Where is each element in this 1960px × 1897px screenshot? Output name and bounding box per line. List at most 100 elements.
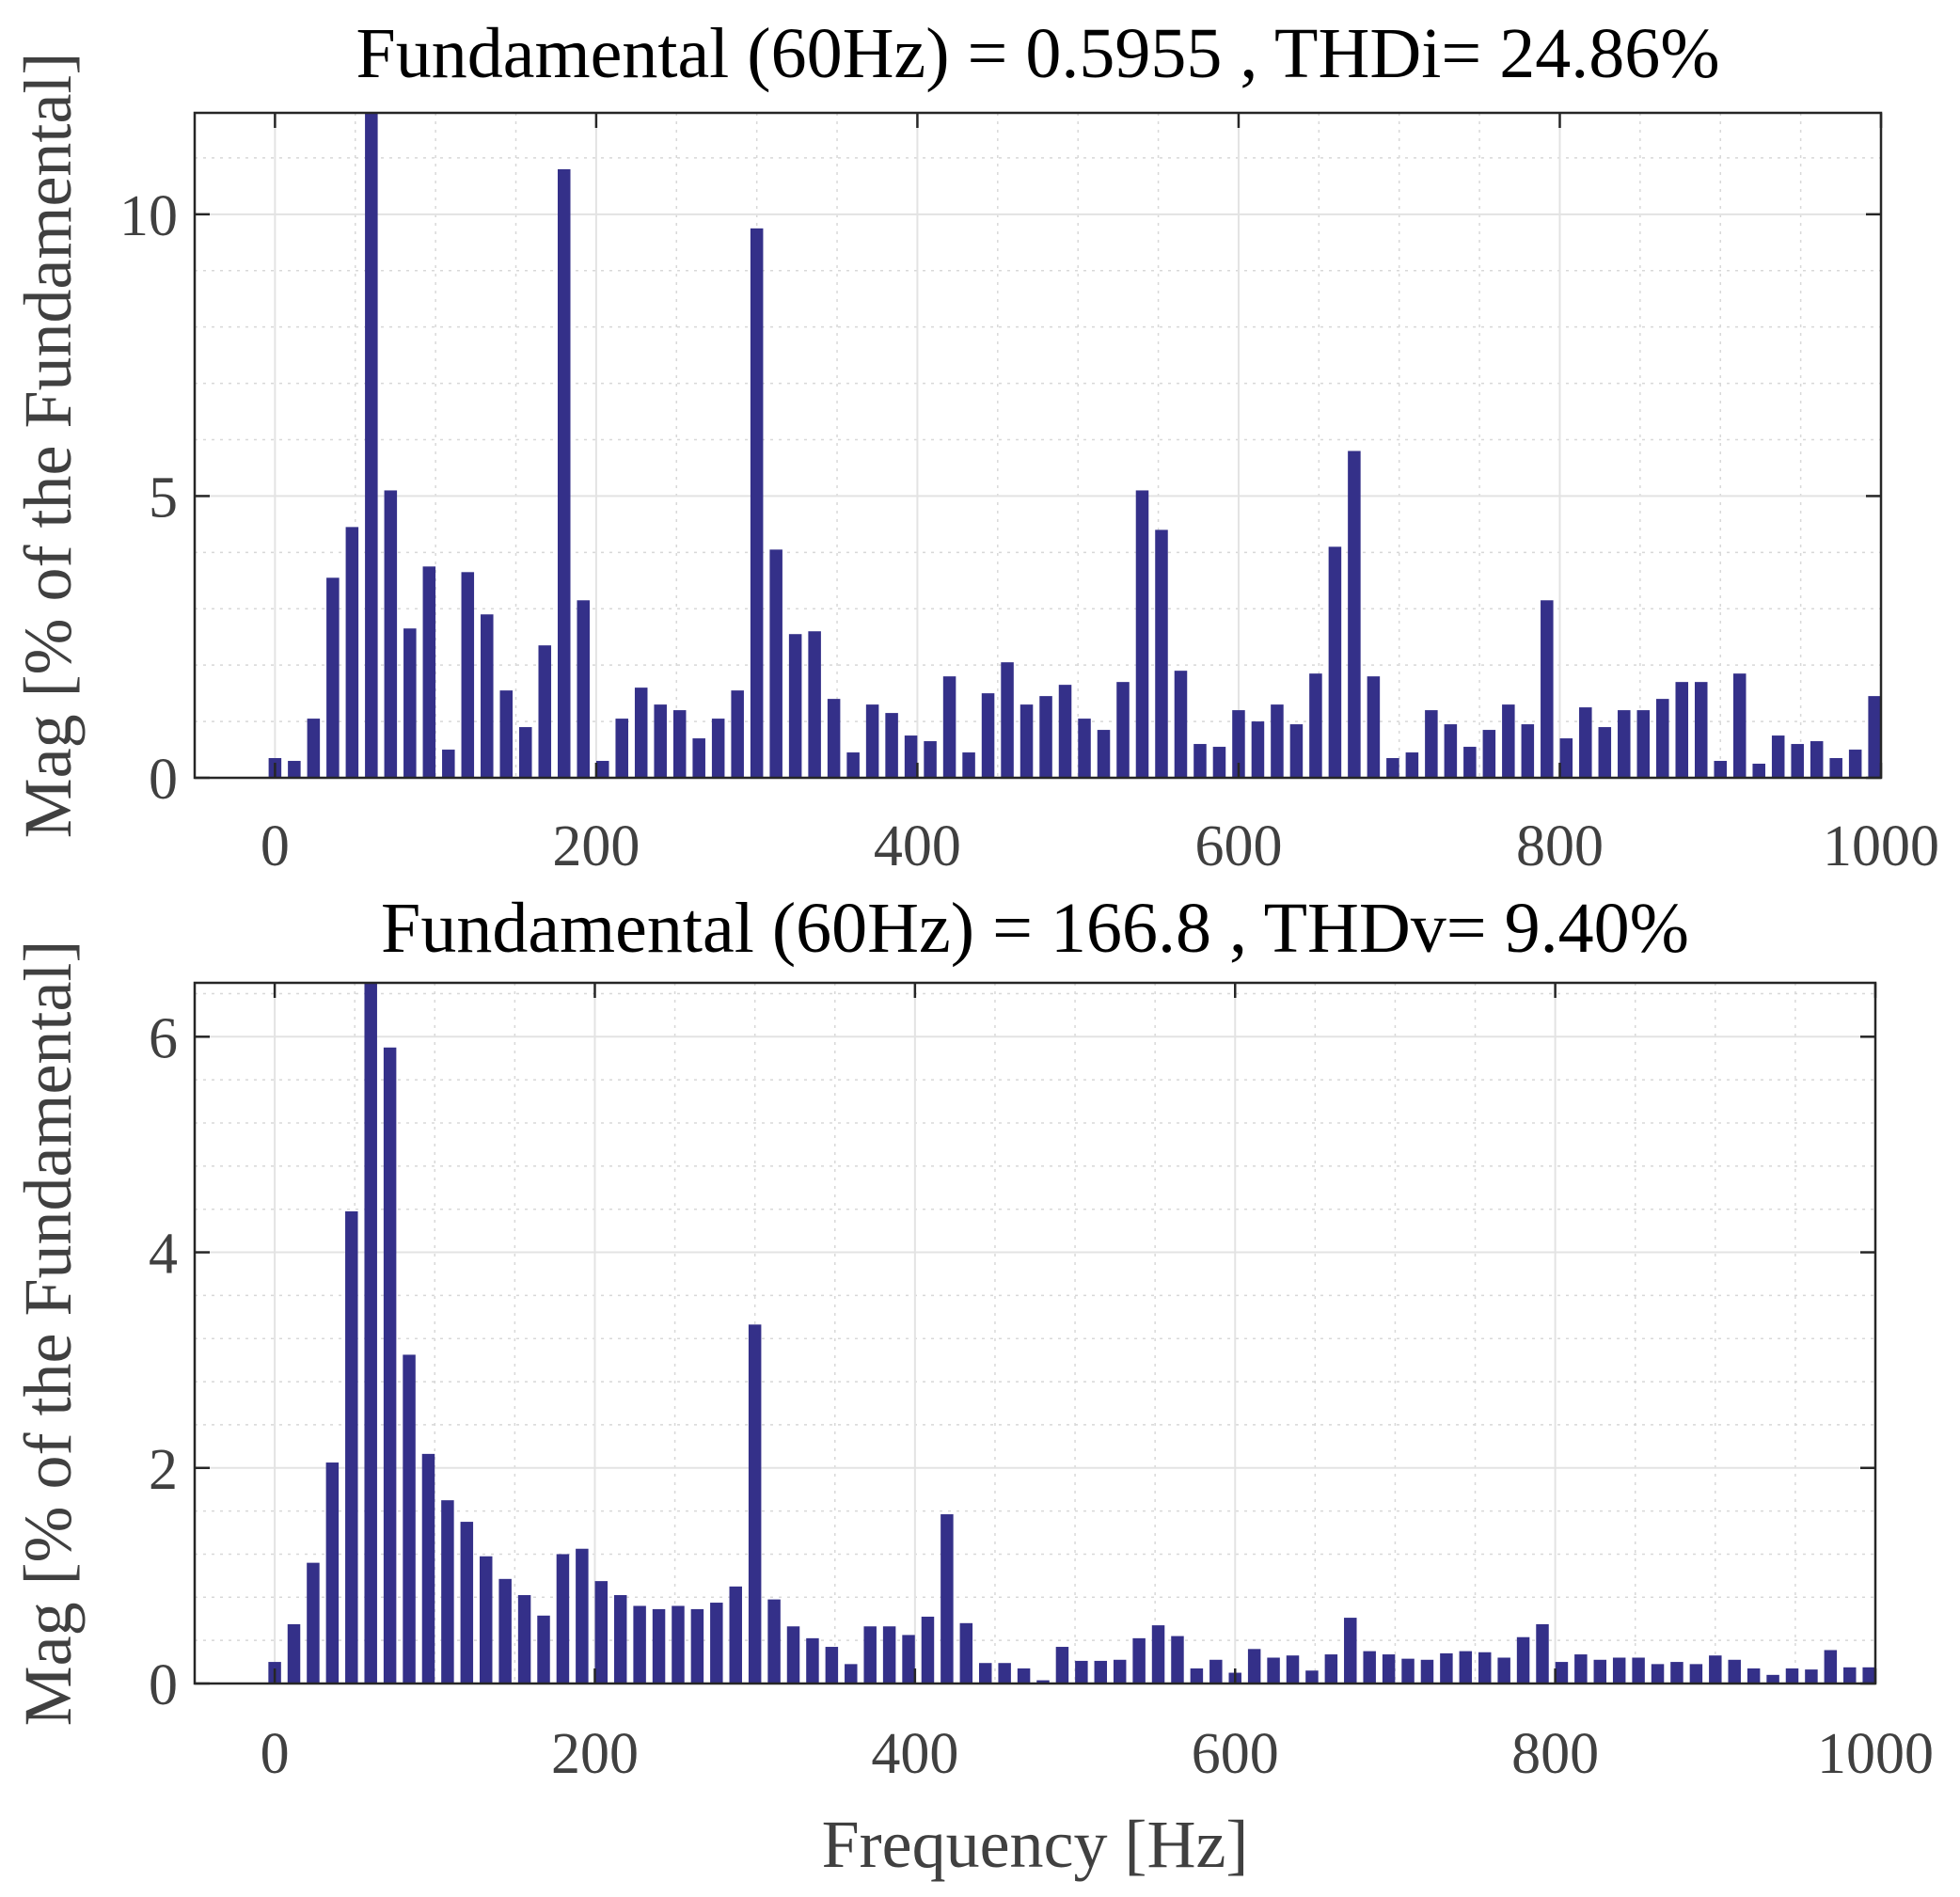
y-tick-label: 0 <box>149 748 178 812</box>
bar <box>461 572 475 778</box>
bar <box>1328 546 1342 778</box>
y-tick-label: 0 <box>149 1653 178 1717</box>
bar <box>1459 1651 1473 1684</box>
bar <box>1651 1664 1665 1684</box>
bar <box>498 1578 512 1684</box>
bar <box>1747 1668 1761 1684</box>
ticks: 0 200 400 600 800 1000 0 5 10 <box>119 113 1939 878</box>
bar <box>1689 1664 1703 1684</box>
axes-frame <box>193 981 1877 1685</box>
bar <box>863 1626 877 1684</box>
bar <box>940 1514 954 1684</box>
bar <box>1632 1657 1645 1684</box>
x-axis-label: Frequency [Hz] <box>822 1807 1249 1882</box>
bar <box>731 690 744 778</box>
bar <box>307 719 321 778</box>
bar <box>885 713 898 778</box>
bar <box>1305 1670 1319 1684</box>
bar <box>480 1556 493 1684</box>
bar <box>1097 730 1111 778</box>
bar <box>1478 1652 1492 1684</box>
bar <box>1482 730 1496 778</box>
y-axis-label: Mag [% of the Fundamental] <box>10 941 86 1727</box>
bar <box>1521 724 1535 778</box>
bar <box>846 752 860 778</box>
bar <box>1420 1659 1434 1684</box>
bar <box>576 1548 589 1684</box>
bar <box>1440 1652 1453 1684</box>
bar <box>1232 710 1245 778</box>
bar <box>1675 682 1689 778</box>
bar <box>615 719 628 778</box>
x-tick-label: 1000 <box>1817 1722 1934 1786</box>
bar <box>1386 758 1399 778</box>
bar <box>690 1608 704 1684</box>
bar <box>325 1462 340 1684</box>
bar <box>1001 662 1014 778</box>
bar <box>1574 1654 1588 1684</box>
bar <box>1247 1649 1261 1684</box>
bar <box>1536 1623 1549 1684</box>
bar <box>672 1605 685 1684</box>
bar <box>594 1581 609 1684</box>
bar <box>1425 710 1438 778</box>
bar <box>1541 600 1554 778</box>
bar <box>1732 673 1747 778</box>
bar <box>1612 1657 1626 1684</box>
bar <box>748 1324 762 1684</box>
bar <box>1824 1650 1838 1684</box>
bar <box>1497 1657 1510 1684</box>
bar <box>882 1626 896 1684</box>
bar <box>577 600 591 778</box>
bar <box>613 1595 627 1684</box>
bar <box>403 628 417 778</box>
bar <box>672 710 687 778</box>
bar <box>538 645 552 778</box>
bar <box>827 699 841 778</box>
y-tick-label: 2 <box>149 1438 178 1502</box>
bar <box>1516 1636 1530 1684</box>
bar <box>1868 696 1881 778</box>
x-tick-label: 600 <box>1194 814 1282 878</box>
bar <box>1135 490 1149 778</box>
bar <box>750 228 764 778</box>
bar <box>865 704 879 778</box>
bar <box>729 1586 742 1684</box>
bar <box>1805 1669 1818 1684</box>
bar <box>1670 1662 1683 1684</box>
bar <box>1363 1651 1376 1684</box>
axes-frame <box>193 111 1883 780</box>
bar <box>1212 747 1226 778</box>
bar <box>1598 727 1612 778</box>
bar <box>1271 704 1284 778</box>
bar <box>1039 696 1052 778</box>
bar <box>403 1354 416 1684</box>
bar <box>1017 1668 1031 1684</box>
chart-1: 0 200 400 600 800 1000 0 5 10 Fundamental (60Hz) … <box>10 14 1939 878</box>
bar <box>808 631 821 778</box>
bar <box>519 727 532 778</box>
bar <box>1829 758 1842 778</box>
bar <box>1694 682 1708 778</box>
bar <box>1151 1625 1165 1684</box>
bars <box>268 113 1881 778</box>
bar <box>652 1608 666 1684</box>
bar <box>1209 1659 1223 1684</box>
bar <box>1593 1659 1607 1684</box>
plot-area <box>195 113 1881 778</box>
bar <box>1116 682 1130 778</box>
chart-2: 0 200 400 600 800 1000 0 2 4 6 Fundamental (60Hz) … <box>10 889 1934 1882</box>
grid <box>194 983 1876 1684</box>
bar <box>825 1647 839 1684</box>
x-tick-label: 1000 <box>1823 814 1939 878</box>
bar <box>711 719 725 778</box>
bar <box>1728 1659 1741 1684</box>
bar <box>1463 747 1477 778</box>
x-tick-label: 0 <box>261 1722 290 1786</box>
bar <box>767 1599 781 1684</box>
bar <box>1267 1657 1280 1684</box>
bar <box>460 1522 474 1684</box>
bar <box>1405 752 1419 778</box>
